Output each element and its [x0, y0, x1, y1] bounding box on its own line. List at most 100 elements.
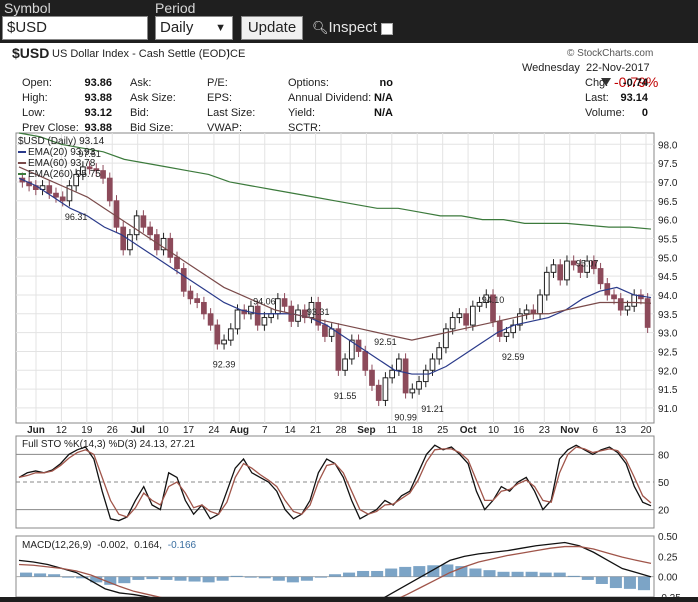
- x-tick-label: 24: [208, 425, 220, 436]
- macd-hist-bar: [160, 576, 173, 580]
- candle-body: [140, 215, 147, 228]
- candle-body: [234, 309, 241, 330]
- candle-body: [644, 298, 651, 328]
- macd-hist-bar: [357, 570, 370, 577]
- candle-body: [597, 268, 604, 285]
- chevron-down-icon: ▼: [215, 22, 226, 34]
- price-annotation: 94.06: [253, 297, 276, 307]
- candle-body: [402, 358, 409, 394]
- x-tick-label: 23: [539, 425, 551, 436]
- candle-body: [207, 313, 214, 326]
- macd-hist-bar: [455, 566, 468, 577]
- price-annotation: 92.59: [502, 352, 525, 362]
- quote-label: Ask:: [130, 77, 151, 89]
- macd-hist-bar: [483, 570, 496, 577]
- inspect-toggle[interactable]: 🔍︎Inspect: [312, 19, 377, 36]
- price-annotation: 94.10: [482, 295, 505, 305]
- quote-label: Last:: [585, 92, 609, 104]
- period-select[interactable]: Daily ▼: [155, 16, 233, 40]
- macd-hist-bar: [525, 571, 538, 577]
- candle-body: [348, 339, 355, 360]
- macd-hist-bar: [216, 576, 229, 581]
- macd-hist-bar: [174, 576, 187, 581]
- candle-body: [187, 290, 194, 300]
- quote-label: Volume:: [585, 107, 625, 119]
- candle-body: [443, 328, 449, 349]
- quote-label: Open:: [22, 77, 52, 89]
- macd-hist-bar: [427, 565, 440, 577]
- macd-hist-bar: [511, 571, 524, 577]
- candle-body: [503, 332, 510, 337]
- macd-hist-bar: [90, 576, 103, 583]
- macd-hist-bar: [469, 568, 482, 577]
- price-annotation: 97.51: [78, 149, 101, 159]
- header-day: Wednesday: [522, 62, 580, 74]
- sto-line-d: [18, 446, 652, 518]
- x-tick-label: Nov: [560, 425, 579, 436]
- candle-body: [254, 305, 261, 326]
- price-legend: $USD (Daily) 93.14 EMA(20) 93.93 EMA(60)…: [18, 136, 105, 180]
- candle-body: [577, 264, 584, 273]
- candle-body: [147, 226, 153, 236]
- quote-label: SCTR:: [288, 122, 321, 134]
- macd-y-label: 0.00: [658, 573, 678, 584]
- legend-macd-v2: 0.164,: [134, 540, 162, 551]
- x-tick-label: 17: [183, 425, 195, 436]
- ema-line-ema260: [18, 132, 652, 230]
- macd-line-macd: [18, 541, 652, 602]
- header-exchange: ICE: [227, 48, 245, 60]
- inspect-label: Inspect: [328, 19, 377, 36]
- stockcharts-logo: © StockCharts.com: [567, 48, 653, 59]
- macd-hist-bar: [244, 576, 257, 578]
- candle-body: [201, 301, 207, 315]
- macd-hist-bar: [567, 575, 580, 577]
- legend-macd: MACD(12,26,9) -0.002, 0.164, -0.166: [22, 540, 197, 551]
- macd-hist-bar: [202, 576, 215, 583]
- period-value: Daily: [160, 19, 194, 36]
- macd-hist-bar: [595, 576, 608, 584]
- x-tick-label: 26: [107, 425, 119, 436]
- x-tick-label: 19: [81, 425, 93, 436]
- candle-body: [73, 173, 80, 187]
- x-tick-label: Sep: [357, 425, 375, 436]
- chart-area: $USD US Dollar Index - Cash Settle (EOD)…: [0, 43, 698, 602]
- quote-value: 0: [642, 107, 648, 119]
- header-date: 22-Nov-2017: [586, 62, 650, 74]
- candle-body: [133, 215, 140, 236]
- candle-body: [564, 260, 570, 281]
- macd-line-signal: [18, 545, 652, 602]
- macd-hist-bar: [76, 576, 89, 579]
- candle-body: [483, 294, 490, 303]
- y-tick-label: 96.5: [658, 197, 678, 208]
- x-tick-label: 21: [310, 425, 322, 436]
- quote-value: 93.14: [620, 92, 648, 104]
- legend-macd-prefix: MACD(12,26,9): [22, 540, 91, 551]
- ema-line-ema60: [18, 166, 652, 341]
- candle-body: [153, 234, 160, 251]
- macd-hist-bar: [581, 576, 594, 580]
- down-triangle-icon: [601, 78, 611, 86]
- candle-body: [389, 369, 396, 379]
- symbol-input[interactable]: $USD: [2, 16, 148, 40]
- price-annotation: 95.07: [576, 259, 599, 269]
- candle-body: [550, 264, 557, 273]
- header-symbol: $USD: [12, 45, 49, 61]
- candle-body: [463, 313, 469, 326]
- inspect-checkbox[interactable]: [381, 23, 393, 35]
- candle-body: [160, 237, 167, 251]
- candle-body: [456, 313, 463, 319]
- y-tick-label: 95.5: [658, 234, 678, 245]
- y-tick-label: 97.0: [658, 178, 678, 189]
- macd-hist-bar: [146, 576, 159, 580]
- candle-body: [416, 381, 422, 390]
- candle-body: [496, 320, 503, 337]
- candle-body: [476, 301, 483, 307]
- candle-body: [436, 347, 443, 360]
- legend-ema260: EMA(260) 95.75: [28, 169, 101, 180]
- legend-main: $USD (Daily) 93.14: [18, 136, 105, 147]
- update-button[interactable]: Update: [241, 16, 303, 40]
- candle-body: [261, 317, 268, 326]
- macd-hist-bar: [300, 576, 313, 581]
- x-tick-label: Oct: [460, 425, 477, 436]
- x-tick-label: 10: [488, 425, 500, 436]
